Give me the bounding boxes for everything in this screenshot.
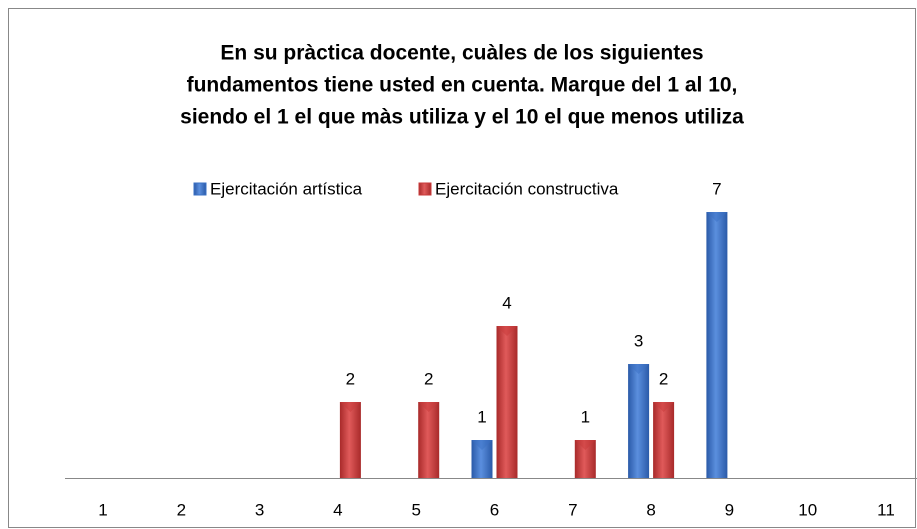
bar xyxy=(418,402,440,478)
bar xyxy=(339,402,361,478)
x-tick-label: 3 xyxy=(255,500,264,519)
bar-cap xyxy=(418,402,440,412)
x-tick-label: 7 xyxy=(568,500,577,519)
data-label: 1 xyxy=(581,407,590,426)
data-label: 2 xyxy=(424,369,433,388)
data-label: 2 xyxy=(659,369,668,388)
legend-swatch xyxy=(193,182,207,196)
data-label: 1 xyxy=(477,407,486,426)
data-label: 3 xyxy=(634,331,643,350)
chart-title: En su pràctica docente, cuàles de los si… xyxy=(220,42,703,65)
bar-cap xyxy=(471,440,493,450)
bar-cap xyxy=(706,212,728,222)
bar-cap xyxy=(574,440,596,450)
data-label: 7 xyxy=(712,179,721,198)
x-tick-label: 4 xyxy=(333,500,342,519)
bar xyxy=(628,364,650,478)
legend-swatch xyxy=(418,182,432,196)
bar xyxy=(574,440,596,478)
x-tick-label: 10 xyxy=(798,500,817,519)
x-tick-label: 11 xyxy=(877,500,895,519)
bar xyxy=(706,212,728,478)
chart-title: fundamentos tiene usted en cuenta. Marqu… xyxy=(187,74,738,97)
x-tick-label: 6 xyxy=(490,500,499,519)
bar xyxy=(471,440,493,478)
legend-label: Ejercitación constructiva xyxy=(435,179,619,198)
x-tick-label: 8 xyxy=(646,500,655,519)
data-label: 2 xyxy=(346,369,355,388)
data-label: 4 xyxy=(502,293,511,312)
x-tick-label: 2 xyxy=(177,500,186,519)
chart-border xyxy=(8,8,916,528)
bar-cap xyxy=(653,402,675,412)
bar xyxy=(653,402,675,478)
chart-title: siendo el 1 el que màs utiliza y el 10 e… xyxy=(180,106,744,129)
bar-cap xyxy=(628,364,650,374)
x-tick-label: 9 xyxy=(725,500,734,519)
bar-cap xyxy=(339,402,361,412)
legend-label: Ejercitación artística xyxy=(210,179,363,198)
bar xyxy=(496,326,518,478)
x-tick-label: 1 xyxy=(98,500,107,519)
bar-cap xyxy=(496,326,518,336)
x-tick-label: 5 xyxy=(411,500,420,519)
